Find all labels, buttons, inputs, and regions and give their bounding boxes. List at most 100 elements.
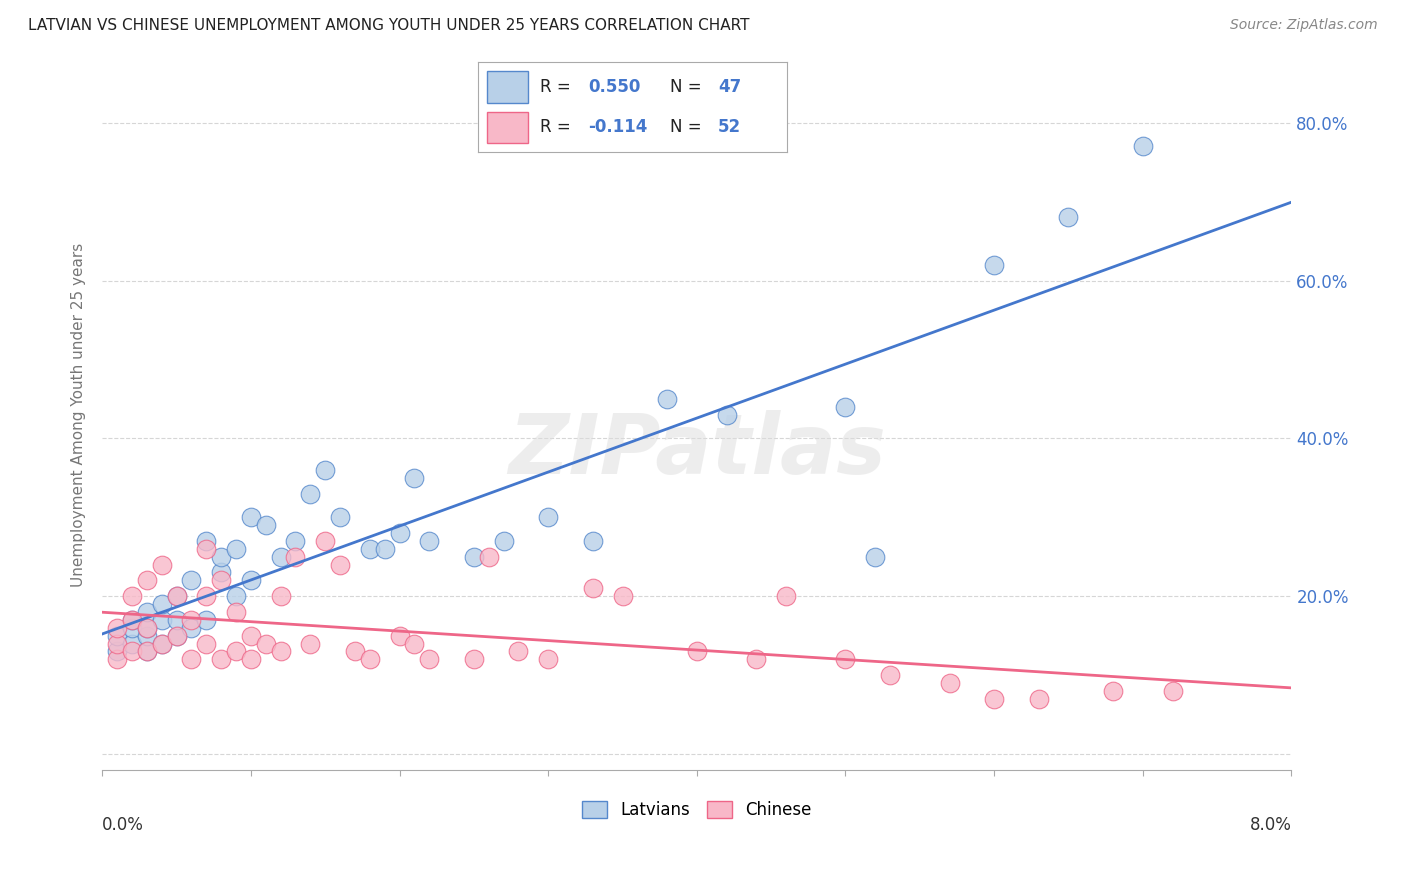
- Point: [121, 621, 143, 635]
- Point: [418, 652, 440, 666]
- Text: Source: ZipAtlas.com: Source: ZipAtlas.com: [1230, 18, 1378, 32]
- Point: [209, 574, 232, 588]
- Point: [388, 629, 411, 643]
- Point: [329, 510, 352, 524]
- Point: [195, 533, 218, 548]
- Point: [716, 408, 738, 422]
- Text: R =: R =: [540, 78, 576, 96]
- Point: [314, 533, 336, 548]
- Point: [105, 652, 128, 666]
- Point: [209, 549, 232, 564]
- Point: [1028, 691, 1050, 706]
- Text: R =: R =: [540, 118, 576, 136]
- Text: 47: 47: [718, 78, 741, 96]
- Text: 0.550: 0.550: [588, 78, 640, 96]
- Point: [284, 533, 307, 548]
- Point: [225, 605, 247, 619]
- Point: [270, 589, 292, 603]
- Point: [343, 644, 366, 658]
- Point: [225, 644, 247, 658]
- Point: [195, 541, 218, 556]
- Point: [209, 652, 232, 666]
- Point: [180, 652, 202, 666]
- Point: [374, 541, 396, 556]
- Point: [463, 652, 485, 666]
- Text: 8.0%: 8.0%: [1250, 816, 1292, 834]
- Point: [166, 629, 188, 643]
- Point: [195, 613, 218, 627]
- Point: [239, 652, 262, 666]
- Point: [166, 589, 188, 603]
- Y-axis label: Unemployment Among Youth under 25 years: Unemployment Among Youth under 25 years: [72, 243, 86, 587]
- Text: 0.0%: 0.0%: [103, 816, 143, 834]
- Point: [225, 589, 247, 603]
- Point: [983, 258, 1005, 272]
- Point: [105, 629, 128, 643]
- Point: [180, 621, 202, 635]
- Point: [775, 589, 797, 603]
- Point: [150, 613, 173, 627]
- Point: [1132, 139, 1154, 153]
- Point: [225, 541, 247, 556]
- Point: [879, 668, 901, 682]
- Point: [105, 644, 128, 658]
- Point: [135, 605, 157, 619]
- Point: [388, 526, 411, 541]
- Legend: Latvians, Chinese: Latvians, Chinese: [575, 794, 818, 825]
- Point: [121, 613, 143, 627]
- Point: [299, 486, 322, 500]
- FancyBboxPatch shape: [488, 71, 527, 103]
- Point: [655, 392, 678, 406]
- Point: [150, 636, 173, 650]
- Text: -0.114: -0.114: [588, 118, 647, 136]
- Point: [121, 636, 143, 650]
- Point: [582, 581, 605, 595]
- Point: [314, 463, 336, 477]
- Point: [284, 549, 307, 564]
- Point: [135, 644, 157, 658]
- Text: ZIPatlas: ZIPatlas: [508, 409, 886, 491]
- Point: [121, 613, 143, 627]
- Point: [180, 613, 202, 627]
- Point: [150, 597, 173, 611]
- Point: [150, 636, 173, 650]
- Point: [463, 549, 485, 564]
- Point: [135, 644, 157, 658]
- Text: LATVIAN VS CHINESE UNEMPLOYMENT AMONG YOUTH UNDER 25 YEARS CORRELATION CHART: LATVIAN VS CHINESE UNEMPLOYMENT AMONG YO…: [28, 18, 749, 33]
- Point: [209, 566, 232, 580]
- Point: [254, 518, 277, 533]
- Point: [834, 400, 856, 414]
- Point: [478, 549, 501, 564]
- Point: [863, 549, 886, 564]
- Point: [166, 589, 188, 603]
- Point: [745, 652, 768, 666]
- Point: [135, 621, 157, 635]
- Point: [239, 629, 262, 643]
- Point: [359, 652, 381, 666]
- Point: [508, 644, 530, 658]
- Point: [612, 589, 634, 603]
- Point: [239, 574, 262, 588]
- Point: [195, 589, 218, 603]
- Point: [938, 676, 960, 690]
- FancyBboxPatch shape: [488, 112, 527, 143]
- Point: [418, 533, 440, 548]
- Point: [239, 510, 262, 524]
- Point: [270, 549, 292, 564]
- Point: [254, 636, 277, 650]
- Point: [359, 541, 381, 556]
- Text: N =: N =: [669, 78, 707, 96]
- Point: [105, 621, 128, 635]
- Point: [270, 644, 292, 658]
- Text: N =: N =: [669, 118, 707, 136]
- Point: [329, 558, 352, 572]
- Point: [135, 629, 157, 643]
- Point: [404, 636, 426, 650]
- Point: [404, 471, 426, 485]
- Point: [195, 636, 218, 650]
- Point: [180, 574, 202, 588]
- Point: [686, 644, 709, 658]
- Point: [150, 558, 173, 572]
- Point: [1102, 683, 1125, 698]
- Point: [105, 636, 128, 650]
